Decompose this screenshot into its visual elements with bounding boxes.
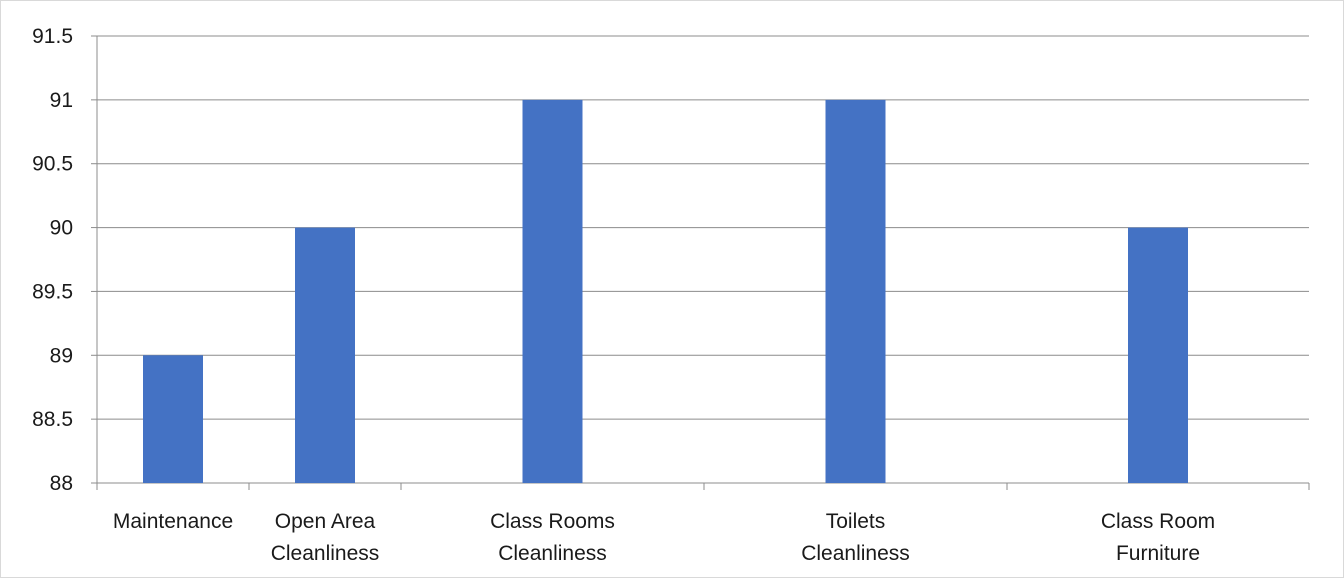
y-tick-label: 90: [50, 217, 73, 240]
y-tick-label: 88.5: [32, 408, 73, 431]
bar: [143, 355, 203, 483]
bar: [825, 99, 886, 483]
x-category-labels: Maintenance Open Area Cleanliness Class Roo…: [113, 510, 1215, 565]
y-tick-label: 89: [50, 344, 73, 367]
bar: [1128, 227, 1188, 483]
bar: [295, 227, 355, 483]
x-category-label: Class Room Furniture: [1101, 510, 1215, 565]
y-tick-labels: 88 88.5 89 89.5 90 90.5 91 91.5: [32, 25, 73, 495]
y-tick-label: 90.5: [32, 153, 73, 176]
bar: [522, 99, 583, 483]
x-category-label: Maintenance: [113, 510, 233, 533]
x-category-label: Toilets Cleanliness: [801, 510, 910, 565]
x-category-label: Open Area Cleanliness: [271, 510, 380, 565]
y-tick-label: 91: [50, 89, 73, 112]
x-category-label: Class Rooms Cleanliness: [490, 510, 615, 565]
y-tick-label: 88: [50, 472, 73, 495]
y-tick-label: 89.5: [32, 280, 73, 303]
bars: [143, 99, 1188, 483]
gridlines: [97, 35, 1309, 420]
axes: [91, 35, 1310, 490]
y-tick-label: 91.5: [32, 25, 73, 48]
